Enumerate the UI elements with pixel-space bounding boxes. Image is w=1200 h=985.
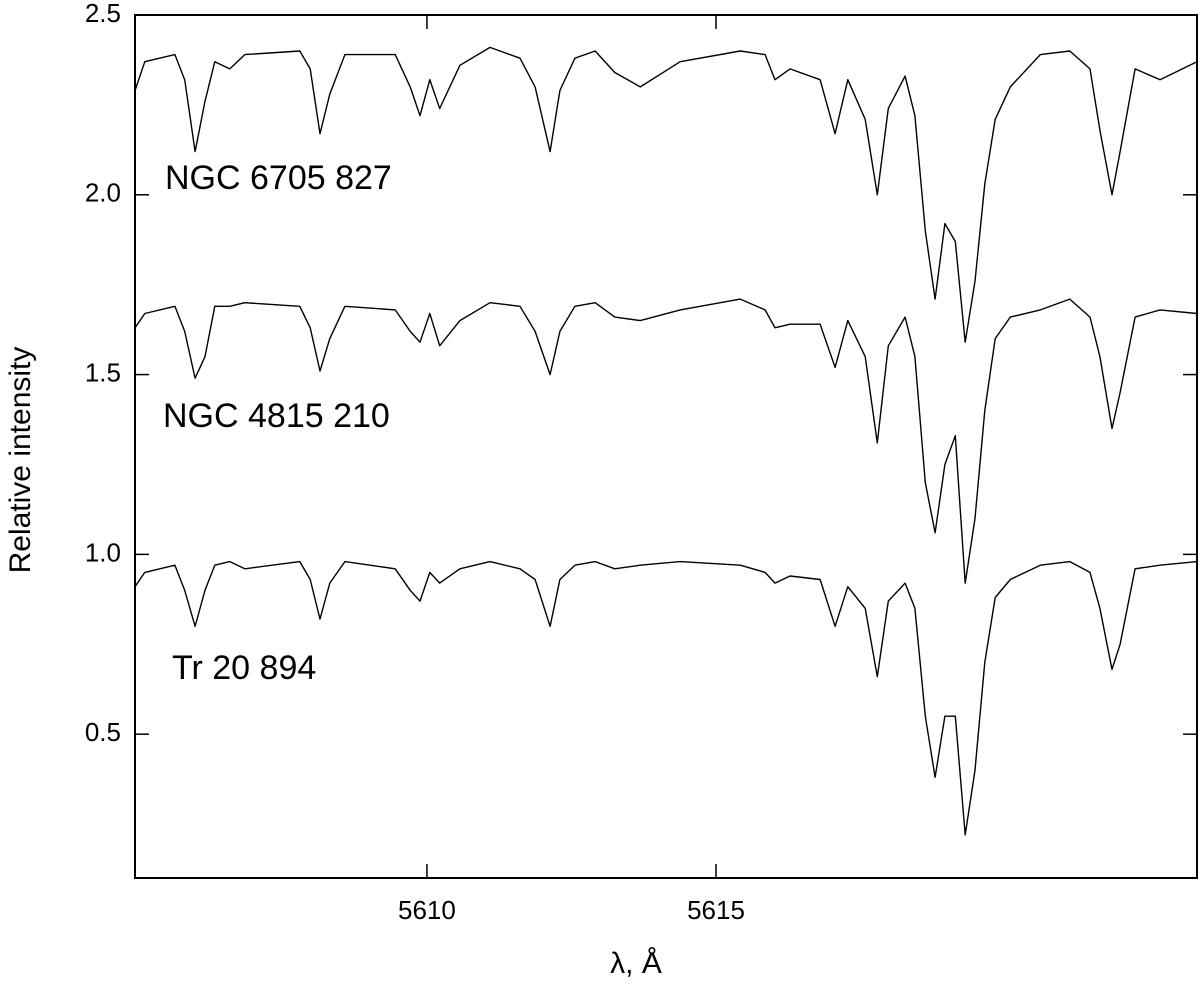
x-axis-label: λ, Å [610,947,662,980]
series-label: Tr 20 894 [172,649,316,687]
y-tick-label: 1.0 [85,537,121,567]
y-axis-label: Relative intensity [4,347,37,574]
plot-frame [134,14,1198,879]
series-label: NGC 4815 210 [163,397,390,435]
y-tick-label: 1.5 [85,357,121,387]
series-label: NGC 6705 827 [165,159,392,197]
x-tick-label: 5610 [398,895,456,925]
spectrum-line [134,560,1198,836]
y-tick-label: 0.5 [85,717,121,747]
x-tick-label: 5615 [687,895,745,925]
y-tick-label: 2.0 [85,178,121,208]
spectrum-line [134,46,1198,343]
spectrum-line [134,298,1198,584]
y-tick-label: 2.5 [85,0,121,28]
